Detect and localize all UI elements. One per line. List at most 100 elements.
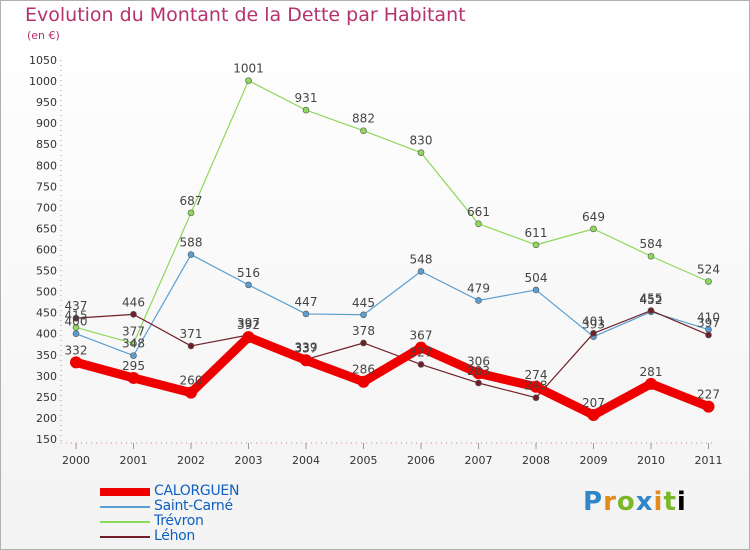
data-label-saint-carne: 479 — [467, 281, 490, 295]
proxiti-logo: Proxiti — [583, 487, 687, 517]
data-point-trevron — [475, 220, 482, 228]
x-tick-label: 2008 — [522, 454, 550, 467]
y-tick-label: 500 — [36, 286, 57, 299]
x-tick-label: 2009 — [580, 454, 608, 467]
data-point-trevron — [245, 77, 252, 84]
legend-label-lehon: Léhon — [154, 528, 195, 544]
data-label-lehon: 397 — [697, 316, 720, 330]
data-point-saint-carne — [302, 310, 310, 318]
chart-subtitle: (en €) — [27, 29, 60, 42]
y-tick-label: 300 — [36, 370, 57, 383]
legend-item-trevron: Trévron — [100, 513, 360, 530]
legend-label-trevron: Trévron — [154, 513, 204, 529]
legend-label-saint-carne: Saint-Carné — [154, 498, 233, 514]
legend-swatch-calorguen — [100, 488, 150, 496]
data-label-saint-carne: 447 — [295, 295, 318, 309]
data-point-lehon — [130, 311, 137, 318]
y-tick-label: 150 — [36, 433, 57, 446]
data-label-trevron: 1001 — [233, 62, 264, 76]
series-line-trevron — [75, 80, 710, 345]
data-point-calorguen — [702, 400, 715, 413]
data-point-saint-carne — [187, 251, 195, 258]
data-label-saint-carne: 400 — [65, 315, 88, 329]
data-label-lehon: 437 — [65, 299, 88, 313]
data-point-lehon — [72, 314, 80, 322]
data-label-trevron: 524 — [697, 263, 720, 277]
data-point-calorguen — [645, 377, 657, 390]
data-label-calorguen: 367 — [410, 329, 433, 343]
data-label-trevron: 611 — [525, 226, 548, 240]
data-label-lehon: 283 — [467, 364, 490, 378]
data-point-calorguen — [185, 386, 197, 399]
data-label-trevron: 415 — [65, 308, 88, 322]
series-line-lehon — [75, 309, 710, 399]
x-tick-label: 2001 — [120, 454, 148, 467]
data-point-lehon — [705, 331, 712, 339]
data-label-lehon: 371 — [180, 327, 203, 341]
data-point-trevron — [647, 252, 655, 260]
legend-swatch-saint-carne — [100, 506, 150, 508]
data-point-saint-carne — [475, 297, 482, 304]
data-label-calorguen: 286 — [352, 363, 375, 377]
y-tick-label: 600 — [36, 244, 57, 257]
y-tick-label: 350 — [36, 349, 57, 362]
data-point-trevron — [360, 127, 367, 135]
data-point-saint-carne — [245, 281, 252, 289]
y-tick-label: 200 — [36, 412, 57, 425]
y-tick-label: 450 — [36, 307, 57, 320]
data-label-saint-carne: 410 — [697, 311, 720, 325]
data-point-lehon — [647, 307, 655, 314]
x-tick-label: 2007 — [465, 454, 493, 467]
x-tick-label: 2010 — [637, 454, 665, 467]
x-tick-label: 2004 — [292, 454, 320, 467]
legend-swatch-trevron — [100, 521, 150, 523]
y-tick-label: 800 — [36, 159, 57, 172]
legend-label-calorguen: CALORGUEN — [154, 483, 240, 499]
x-tick-label: 2005 — [350, 454, 378, 467]
data-point-calorguen — [587, 408, 600, 421]
series-line-calorguen — [71, 332, 713, 420]
data-label-calorguen: 337 — [295, 341, 318, 355]
y-tick-label: 550 — [36, 265, 57, 278]
data-point-saint-carne — [417, 268, 425, 275]
data-label-trevron: 687 — [180, 194, 203, 208]
data-point-lehon — [360, 339, 367, 347]
data-label-calorguen: 392 — [237, 318, 260, 332]
data-point-saint-carne — [130, 352, 137, 359]
data-point-trevron — [417, 149, 425, 156]
data-point-trevron — [705, 278, 712, 285]
data-point-calorguen — [242, 331, 255, 344]
data-point-calorguen — [530, 380, 542, 393]
data-point-saint-carne — [532, 286, 540, 294]
data-label-calorguen: 227 — [697, 388, 720, 402]
data-point-lehon — [417, 361, 425, 368]
data-point-trevron — [130, 340, 137, 347]
data-label-trevron: 882 — [352, 112, 375, 126]
series-line-saint-carne — [75, 253, 710, 357]
data-point-trevron — [72, 324, 80, 331]
data-point-lehon — [475, 379, 482, 387]
data-point-calorguen — [472, 367, 485, 380]
data-label-trevron: 661 — [467, 205, 490, 219]
data-label-calorguen: 295 — [122, 359, 145, 373]
x-tick-label: 2011 — [695, 454, 723, 467]
y-tick-label: 850 — [36, 138, 57, 151]
y-tick-label: 400 — [36, 328, 57, 341]
data-point-lehon — [532, 394, 540, 402]
data-label-trevron: 931 — [295, 91, 318, 105]
data-point-trevron — [187, 209, 195, 217]
data-label-trevron: 584 — [640, 237, 663, 251]
data-label-saint-carne: 348 — [122, 337, 145, 351]
data-point-trevron — [302, 106, 310, 114]
y-tick-label: 1050 — [29, 54, 57, 67]
data-label-calorguen: 332 — [65, 343, 88, 357]
data-label-calorguen: 281 — [640, 365, 663, 379]
data-point-lehon — [187, 342, 195, 350]
y-tick-label: 650 — [36, 222, 57, 235]
data-label-lehon: 397 — [237, 316, 260, 330]
data-point-calorguen — [127, 371, 140, 384]
legend-item-lehon: Léhon — [100, 528, 360, 545]
data-label-lehon: 339 — [295, 340, 318, 354]
y-tick-label: 950 — [36, 96, 57, 109]
data-point-trevron — [532, 241, 540, 249]
